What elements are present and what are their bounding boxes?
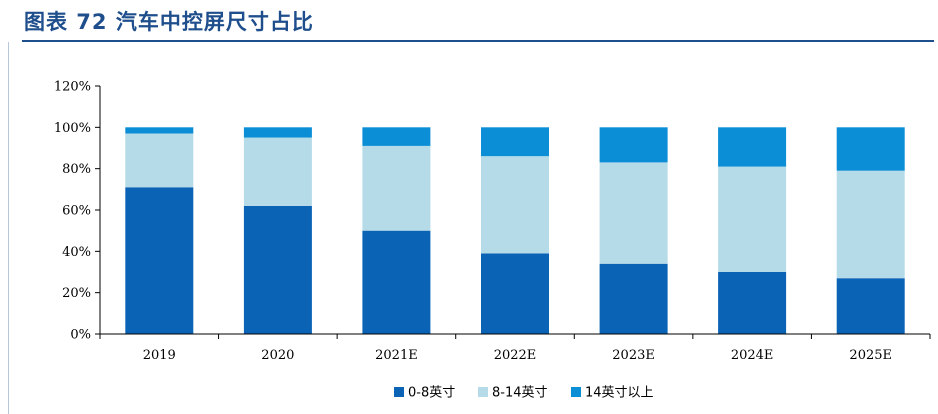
bar-segment-2019-1 (125, 187, 194, 334)
bar-segment-2023E-1 (599, 263, 668, 334)
bar-segment-2025E-2 (836, 170, 905, 279)
x-tick-label: 2022E (494, 348, 537, 363)
bar-segment-2024E-2 (718, 166, 787, 272)
chart-title: 图表 72 汽车中控屏尺寸占比 (24, 10, 314, 34)
title-divider (22, 40, 934, 42)
x-tick-label: 2025E (849, 348, 892, 363)
axes-layer: 0% 20% 40% 60% 80% 100% 120% 2019 2020 2021E 2022E… (54, 80, 931, 363)
x-tick-label: 2024E (731, 348, 774, 363)
x-tick-label: 2023E (612, 348, 655, 363)
y-tick-label: 60% (62, 204, 91, 219)
bar-segment-2020-1 (243, 205, 312, 334)
y-tick-label: 120% (54, 80, 91, 95)
y-tick-label: 40% (62, 245, 91, 260)
bar-segment-2024E-3 (718, 127, 787, 167)
legend-label: 14英寸以上 (585, 386, 654, 401)
y-tick-label: 80% (62, 162, 91, 177)
bar-segment-2021E-3 (362, 127, 431, 146)
y-tick-label: 20% (62, 286, 91, 301)
bar-segment-2022E-3 (481, 127, 549, 157)
x-tick-label: 2020 (261, 348, 294, 363)
legend-swatch (478, 387, 488, 397)
legend-swatch (394, 387, 404, 397)
x-tick-label: 2019 (143, 348, 176, 363)
bar-segment-2019-3 (125, 127, 194, 134)
legend-swatch (571, 387, 581, 397)
bar-segment-2025E-3 (836, 127, 905, 171)
y-tick-label: 100% (54, 121, 91, 136)
bar-segment-2022E-1 (481, 253, 549, 334)
bar-segment-2023E-3 (599, 127, 668, 163)
bar-segment-2023E-2 (599, 162, 668, 264)
bar-segment-2025E-1 (836, 278, 905, 334)
title-bar: 图表 72 汽车中控屏尺寸占比 (0, 0, 938, 42)
bars-layer (125, 127, 905, 334)
bar-segment-2021E-2 (362, 145, 431, 231)
y-tick-label: 0% (70, 328, 91, 343)
bar-segment-2020-2 (243, 137, 312, 206)
bar-segment-2024E-1 (718, 272, 787, 334)
legend-label: 8-14英寸 (492, 386, 548, 401)
bar-segment-2022E-2 (481, 156, 549, 254)
frame-left-border (8, 42, 9, 414)
bar-segment-2021E-1 (362, 230, 431, 334)
x-tick-label: 2021E (375, 348, 418, 363)
bar-segment-2019-2 (125, 133, 194, 188)
legend: 0-8英寸 8-14英寸 14英寸以上 (394, 386, 654, 401)
legend-label: 0-8英寸 (408, 386, 455, 401)
bar-segment-2020-3 (243, 127, 312, 138)
